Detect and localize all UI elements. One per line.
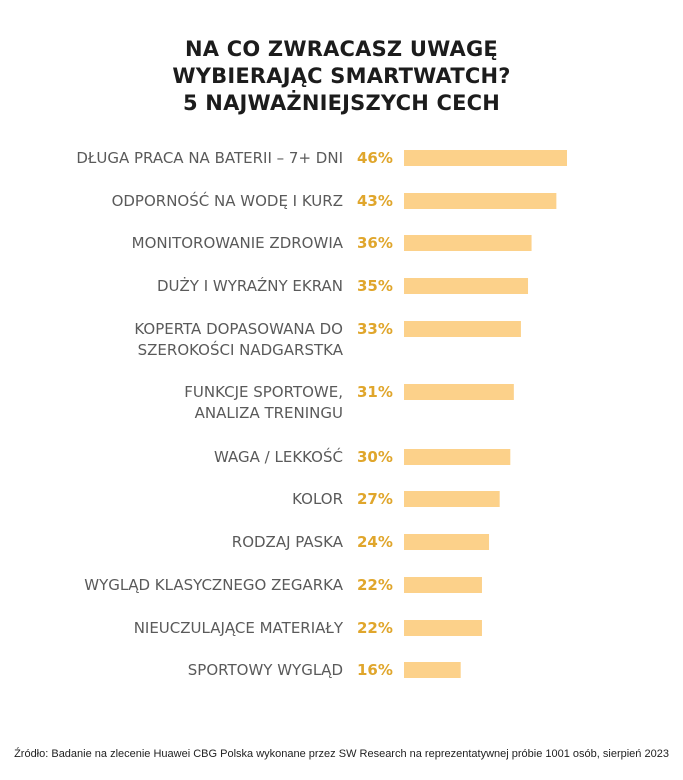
value-label: 22% [357,576,393,594]
value-label: 27% [357,490,393,508]
category-label: MONITOROWANIE ZDROWIA [132,234,344,252]
chart-title-line: WYBIERAJĄC SMARTWATCH? [172,64,511,88]
chart-title-line: 5 NAJWAŻNIEJSZYCH CECH [182,91,501,115]
bar [404,662,461,678]
category-label: SZEROKOŚCI NADGARSTKA [138,340,344,359]
category-label: KOLOR [292,490,343,508]
category-label: FUNKCJE SPORTOWE, [184,383,343,401]
category-label: RODZAJ PASKA [232,533,344,551]
value-label: 24% [357,533,393,551]
bar [404,384,514,400]
category-label: NIEUCZULAJĄCE MATERIAŁY [134,619,344,637]
bar [404,449,511,465]
chart-title: NA CO ZWRACASZ UWAGĘ WYBIERAJĄC SMARTWAT… [0,36,683,117]
value-label: 16% [357,661,393,679]
category-label: WAGA / LEKKOŚĆ [214,447,343,466]
category-label: WYGLĄD KLASYCZNEGO ZEGARKA [84,576,343,594]
value-label: 31% [357,383,393,401]
category-label: SPORTOWY WYGLĄD [188,661,343,679]
category-label: DUŻY I WYRAŹNY EKRAN [157,276,343,295]
source-note: Źródło: Badanie na zlecenie Huawei CBG P… [14,748,669,760]
bar [404,620,482,636]
value-label: 36% [357,234,393,252]
value-label: 30% [357,448,393,466]
value-label: 35% [357,277,393,295]
bar [404,193,557,209]
category-label: ODPORNOŚĆ NA WODĘ I KURZ [112,191,343,210]
value-label: 43% [357,192,393,210]
bar [404,491,500,507]
value-label: 46% [357,149,393,167]
value-label: 22% [357,619,393,637]
bar [404,534,490,550]
chart-title-line: NA CO ZWRACASZ UWAGĘ [185,37,498,61]
bar [404,321,521,337]
category-label: ANALIZA TRENINGU [195,404,343,422]
bar [404,235,532,251]
bar [404,150,567,166]
bar [404,278,529,294]
bar [404,577,482,593]
value-label: 33% [357,320,393,338]
category-label: DŁUGA PRACA NA BATERII – 7+ DNI [76,149,343,167]
category-label: KOPERTA DOPASOWANA DO [134,320,343,338]
